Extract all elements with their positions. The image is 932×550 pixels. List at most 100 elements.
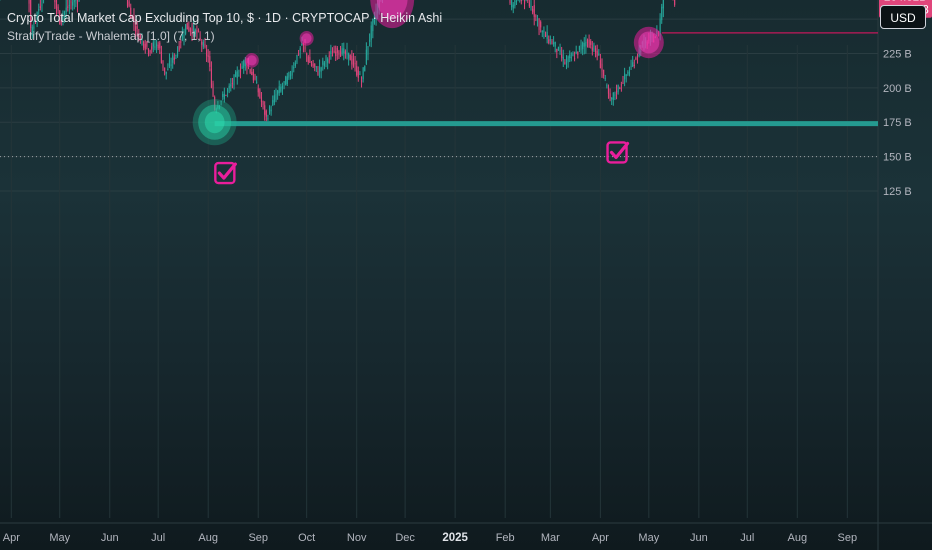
candle-body: [351, 55, 353, 65]
candle-body: [625, 74, 627, 76]
candle-body: [583, 42, 585, 47]
candle-body: [275, 94, 277, 101]
candle-body: [62, 15, 64, 18]
candle-body: [630, 65, 632, 67]
candle-body: [160, 51, 162, 64]
candle-body: [620, 84, 622, 86]
candle-body: [601, 63, 603, 72]
candle-body: [636, 55, 639, 57]
candle-body: [185, 24, 187, 34]
y-tick-label: 175 B: [883, 117, 912, 129]
candle-body: [588, 39, 590, 48]
candle-body: [343, 48, 345, 54]
whale-bubble: [638, 31, 660, 54]
candle-body: [348, 52, 350, 59]
candle-body: [354, 62, 356, 65]
candle-body: [204, 43, 206, 47]
x-tick-label: Apr: [3, 532, 20, 544]
candle-body: [144, 43, 146, 50]
candle-body: [301, 44, 303, 46]
candle-body: [273, 95, 275, 103]
candle-body: [512, 4, 514, 9]
candle-body: [319, 66, 321, 72]
x-tick-label: Dec: [395, 532, 415, 544]
candle-body: [570, 57, 572, 59]
candle-body: [243, 60, 245, 68]
candle-body: [369, 39, 371, 42]
candle-body: [304, 46, 306, 50]
x-tick-label: 2025: [442, 532, 468, 544]
candle-body: [556, 49, 558, 53]
x-tick-label: Jun: [101, 532, 119, 544]
x-tick-label: Aug: [198, 532, 218, 544]
candle-body: [328, 55, 330, 57]
candle-body: [230, 84, 232, 87]
candle-body: [72, 2, 74, 6]
candle-body: [520, 0, 522, 2]
candle-body: [627, 72, 629, 74]
x-tick-label: Jul: [151, 532, 165, 544]
candle-body: [549, 39, 551, 41]
candle-body: [139, 36, 141, 38]
candle-body: [202, 42, 204, 47]
candle-body: [578, 45, 580, 50]
candle-body: [509, 0, 511, 4]
indicator-legend[interactable]: StratifyTrade - Whalemap [1.0] (7, 1, 1): [7, 29, 215, 43]
candle-body: [63, 11, 66, 15]
x-tick-label: Sep: [838, 532, 858, 544]
candle-body: [252, 71, 254, 81]
candle-body: [540, 21, 542, 28]
x-tick-label: Jul: [740, 532, 754, 544]
candle-body: [159, 42, 161, 49]
candle-body: [199, 37, 201, 39]
currency-button[interactable]: USD: [880, 5, 926, 29]
candle-body: [330, 51, 332, 54]
candle-body: [154, 46, 156, 49]
candle-body: [546, 31, 548, 40]
candle-body: [151, 46, 153, 50]
candle-body: [227, 89, 229, 92]
candle-body: [323, 62, 325, 67]
candle-body: [548, 39, 550, 44]
candle-body: [344, 51, 346, 55]
chart-title[interactable]: Crypto Total Market Cap Excluding Top 10…: [7, 11, 443, 25]
candle-body: [201, 41, 203, 45]
candle-body: [628, 71, 631, 75]
candle-body: [277, 90, 279, 95]
candle-body: [523, 0, 526, 4]
candle-body: [128, 1, 130, 7]
candle-body: [561, 54, 563, 58]
candle-body: [193, 25, 195, 32]
y-tick-label: 150 B: [883, 152, 912, 164]
candle-body: [572, 53, 574, 57]
candle-body: [553, 42, 555, 44]
candle-body: [633, 64, 635, 66]
candle-body: [272, 100, 274, 106]
candle-body: [191, 28, 193, 36]
candle-body: [186, 22, 188, 30]
x-tick-label: May: [49, 532, 70, 544]
x-tick-label: Oct: [298, 532, 315, 544]
candle-body: [564, 62, 566, 65]
candle-body: [364, 66, 366, 72]
candle-body: [341, 48, 343, 55]
candle-body: [310, 62, 313, 66]
candle-body: [131, 15, 133, 17]
candle-body: [231, 83, 233, 85]
time-axis: Apr May Jun Jul Aug Sep Oct Nov Dec 2025 Feb Mar Apr…: [3, 532, 857, 544]
candle-body: [367, 46, 369, 55]
candle-body: [624, 73, 626, 80]
candle-body: [207, 55, 209, 57]
candle-body: [206, 49, 208, 56]
candle-body: [590, 41, 592, 45]
candle-body: [544, 34, 547, 37]
candle-body: [562, 56, 564, 60]
checkmark-markers: [214, 141, 630, 185]
candle-body: [168, 60, 171, 67]
candle-body: [60, 20, 62, 22]
candle-body: [210, 68, 212, 88]
candle-body: [73, 0, 75, 3]
candle-body: [359, 73, 361, 75]
candle-body: [264, 105, 266, 115]
